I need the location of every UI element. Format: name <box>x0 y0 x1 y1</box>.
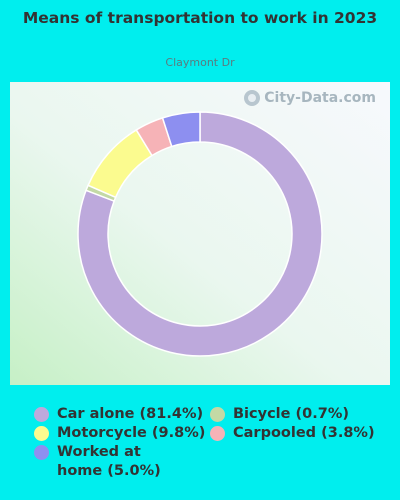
legend-item-bicycle: Bicycle (0.7%) <box>210 405 349 424</box>
legend-swatch-worked-at-home <box>34 445 49 460</box>
legend-swatch-motorcycle <box>34 426 49 441</box>
watermark-text: City-Data.com <box>264 90 376 106</box>
donut-slice-worked-at-home <box>161 111 201 148</box>
legend-label-car-alone: Car alone (81.4%) <box>57 406 204 422</box>
city-data-logo-icon <box>244 90 261 106</box>
legend-label-bicycle: Bicycle (0.7%) <box>233 406 349 422</box>
legend-label-carpooled: Carpooled (3.8%) <box>233 425 375 441</box>
watermark: City-Data.com <box>244 90 376 106</box>
legend-item-motorcycle: Motorcycle (9.8%) <box>34 424 205 443</box>
legend-swatch-carpooled <box>210 426 225 441</box>
legend-item-car-alone: Car alone (81.4%) <box>34 405 203 424</box>
legend-label-motorcycle: Motorcycle (9.8%) <box>57 425 206 441</box>
chart-title: Means of transportation to work in 2023 <box>22 9 378 27</box>
legend-label-worked-at-home: Worked at home (5.0%) <box>57 444 161 479</box>
legend-item-carpooled: Carpooled (3.8%) <box>210 424 375 443</box>
donut-slice-car-alone <box>77 111 323 357</box>
chart-subtitle: Claymont Dr <box>165 56 235 69</box>
legend-swatch-bicycle <box>210 407 225 422</box>
legend-item-worked-at-home: Worked at home (5.0%) <box>34 443 184 481</box>
legend-swatch-car-alone <box>34 407 49 422</box>
